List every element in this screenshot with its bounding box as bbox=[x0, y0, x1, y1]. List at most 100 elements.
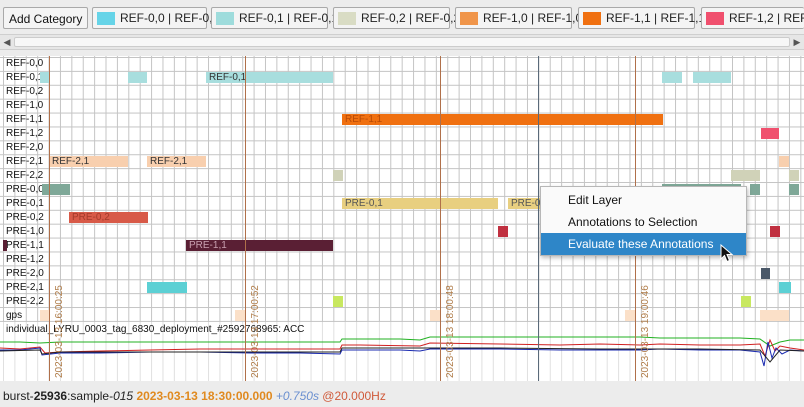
annotation-bar[interactable] bbox=[430, 310, 440, 321]
color-swatch bbox=[338, 11, 356, 25]
annotation-bar[interactable] bbox=[779, 282, 791, 293]
category-ref-0-1-button[interactable]: REF-0,1 | REF-0,1 bbox=[211, 7, 338, 29]
burst-id: 25936 bbox=[33, 389, 68, 403]
row-label: PRE-1,2 bbox=[6, 254, 44, 265]
sample-id: 015 bbox=[113, 389, 134, 403]
status-rate: @20.000Hz bbox=[322, 389, 386, 403]
scrollbar-thumb[interactable] bbox=[14, 37, 790, 47]
acc-signal-green bbox=[0, 336, 804, 347]
annotation-bar[interactable] bbox=[693, 72, 731, 83]
annotation-bar[interactable] bbox=[731, 170, 760, 181]
row-label: REF-0,1 bbox=[6, 72, 44, 83]
annotation-bar[interactable] bbox=[770, 226, 780, 237]
annotation-bar[interactable] bbox=[40, 72, 50, 83]
row-label: REF-2,2 bbox=[6, 170, 44, 181]
annotation-bar[interactable]: PRE-1,1 bbox=[186, 240, 333, 251]
annotation-bar[interactable] bbox=[333, 296, 343, 307]
color-swatch bbox=[583, 11, 601, 25]
burst-prefix: burst- bbox=[3, 389, 34, 403]
category-label: REF-0,1 | REF-0,1 bbox=[239, 11, 339, 25]
time-label: 2023-03-13 16:00:25 bbox=[54, 285, 65, 378]
annotation-bar[interactable] bbox=[761, 128, 779, 139]
row-label: PRE-2,0 bbox=[6, 268, 44, 279]
color-swatch bbox=[97, 11, 115, 25]
category-label: REF-0,0 | REF-0,0 bbox=[120, 11, 220, 25]
row-label: PRE-0,1 bbox=[6, 198, 44, 209]
scroll-right-arrow-icon[interactable]: ▶ bbox=[793, 37, 801, 47]
mouse-pointer-icon bbox=[720, 244, 734, 263]
annotation-bar[interactable] bbox=[128, 72, 147, 83]
category-label: REF-1,0 | REF-1,0 bbox=[483, 11, 583, 25]
add-category-button[interactable]: Add Category bbox=[3, 7, 89, 29]
annotation-bar[interactable] bbox=[235, 310, 245, 321]
category-label: REF-1,2 | REF-1, bbox=[729, 11, 804, 25]
sample-prefix: :sample- bbox=[67, 389, 114, 403]
annotation-bar[interactable] bbox=[333, 170, 343, 181]
menu-item-annotations-to-selection[interactable]: Annotations to Selection bbox=[568, 215, 698, 229]
color-swatch bbox=[706, 11, 724, 25]
annotation-bar[interactable] bbox=[789, 170, 799, 181]
acc-signal-black bbox=[0, 347, 804, 363]
row-label: REF-1,1 bbox=[6, 114, 44, 125]
row-label: REF-2,1 bbox=[6, 156, 44, 167]
annotation-bar[interactable]: PRE-0,2 bbox=[69, 212, 148, 223]
category-label: REF-1,1 | REF-1,1 bbox=[606, 11, 706, 25]
row-label: REF-2,0 bbox=[6, 142, 44, 153]
row-label: PRE-0,0 bbox=[6, 184, 44, 195]
menu-item-evaluate-annotations[interactable]: Evaluate these Annotations bbox=[541, 233, 746, 255]
time-label: 2023-03-13 19:00:46 bbox=[640, 285, 651, 378]
row-label: REF-1,0 bbox=[6, 100, 44, 111]
status-bar: burst-25936:sample-015 2023-03-13 18:30:… bbox=[0, 386, 804, 407]
annotation-bar[interactable] bbox=[3, 240, 7, 251]
row-label: PRE-1,1 bbox=[6, 240, 44, 251]
row-label: PRE-1,0 bbox=[6, 226, 44, 237]
category-ref-1-2-button[interactable]: REF-1,2 | REF-1, bbox=[701, 7, 804, 29]
annotation-bar[interactable] bbox=[761, 268, 770, 279]
annotation-bar[interactable] bbox=[662, 72, 682, 83]
toolbar-scrollbar[interactable]: ◀ ▶ bbox=[0, 34, 804, 50]
annotation-bar[interactable]: REF-2,1 bbox=[147, 156, 206, 167]
category-ref-1-0-button[interactable]: REF-1,0 | REF-1,0 bbox=[455, 7, 582, 29]
category-ref-0-2-button[interactable]: REF-0,2 | REF-0,2 bbox=[333, 7, 460, 29]
row-label: REF-0,0 bbox=[6, 58, 44, 69]
category-toolbar: Add Category REF-0,0 | REF-0,0 REF-0,1 |… bbox=[0, 0, 804, 34]
time-cursor-line[interactable] bbox=[538, 56, 539, 381]
annotation-bar[interactable] bbox=[779, 156, 789, 167]
annotation-bar[interactable] bbox=[40, 310, 50, 321]
row-label: PRE-2,2 bbox=[6, 296, 44, 307]
status-offset: +0.750s bbox=[275, 389, 319, 403]
color-swatch bbox=[216, 11, 234, 25]
annotation-bar[interactable] bbox=[789, 184, 799, 195]
category-label: REF-0,2 | REF-0,2 bbox=[361, 11, 461, 25]
time-label: 2023-03-13 17:00:52 bbox=[250, 285, 261, 378]
annotation-bar[interactable] bbox=[750, 184, 760, 195]
time-label: 2023-03-13 18:00:48 bbox=[445, 285, 456, 378]
context-menu: Edit Layer Annotations to Selection Eval… bbox=[540, 186, 747, 256]
category-ref-1-1-button[interactable]: REF-1,1 | REF-1,1 bbox=[578, 7, 705, 29]
acc-signal-blue bbox=[0, 341, 804, 367]
day-marker-line bbox=[245, 56, 246, 381]
annotation-bar[interactable]: REF-1,1 bbox=[342, 114, 663, 125]
row-label: REF-1,2 bbox=[6, 128, 44, 139]
category-ref-0-0-button[interactable]: REF-0,0 | REF-0,0 bbox=[92, 7, 219, 29]
status-timestamp: 2023-03-13 18:30:00.000 bbox=[136, 389, 273, 403]
day-marker-line bbox=[440, 56, 441, 381]
annotation-bar[interactable] bbox=[147, 282, 187, 293]
row-label: PRE-2,1 bbox=[6, 282, 44, 293]
annotation-bar[interactable]: PRE-0 bbox=[508, 198, 548, 209]
day-marker-line bbox=[49, 56, 50, 381]
menu-item-edit-layer[interactable]: Edit Layer bbox=[568, 193, 623, 207]
annotation-bar[interactable] bbox=[760, 310, 789, 321]
annotation-bar[interactable]: REF-0,1 bbox=[206, 72, 333, 83]
annotation-bar[interactable] bbox=[498, 226, 508, 237]
row-label: PRE-0,2 bbox=[6, 212, 44, 223]
scroll-left-arrow-icon[interactable]: ◀ bbox=[3, 37, 11, 47]
annotation-bar[interactable] bbox=[625, 310, 635, 321]
annotation-bar[interactable] bbox=[42, 184, 70, 195]
annotation-bar[interactable] bbox=[741, 296, 751, 307]
annotation-bar[interactable]: PRE-0,1 bbox=[342, 198, 498, 209]
row-label: gps bbox=[6, 310, 23, 321]
acc-signal-plot bbox=[0, 336, 804, 367]
annotation-bar[interactable]: REF-2,1 bbox=[49, 156, 128, 167]
row-label: REF-0,2 bbox=[6, 86, 44, 97]
